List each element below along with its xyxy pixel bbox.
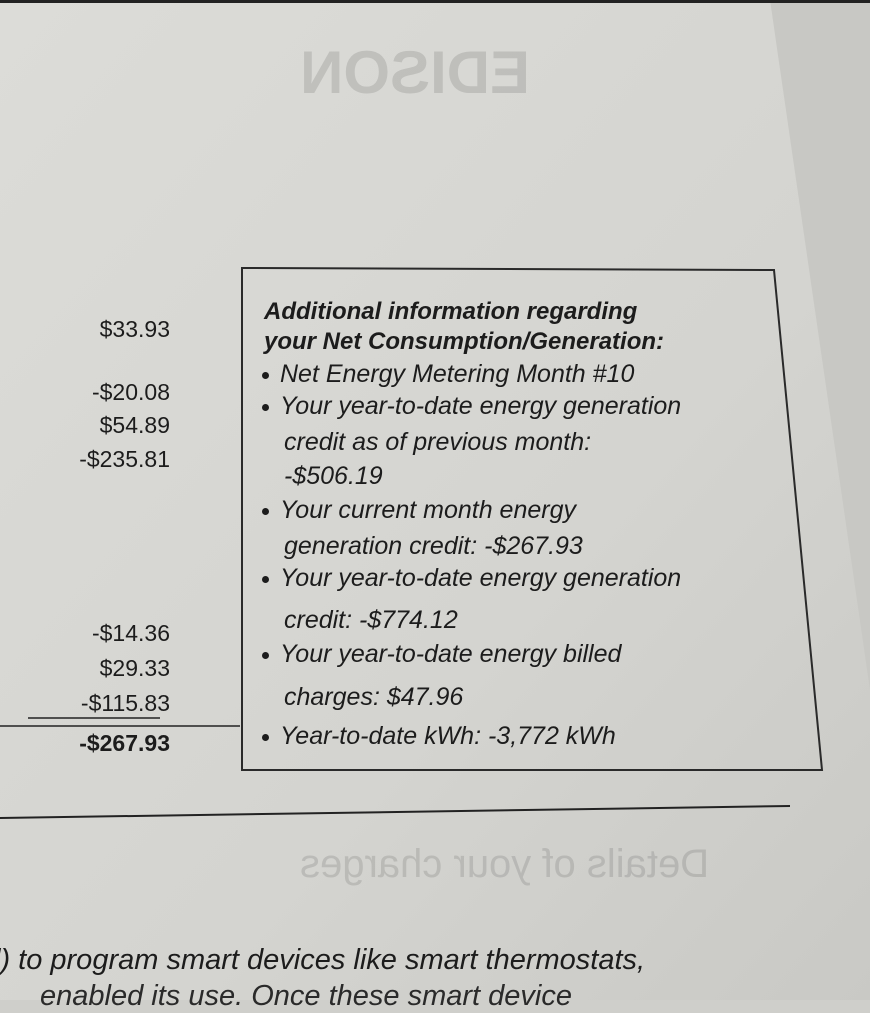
amount-5: -$14.36 (91, 620, 170, 646)
info-line: -$506.19 (284, 462, 383, 491)
info-line-text: Your current month energy (280, 496, 576, 524)
info-box-border (241, 266, 824, 771)
info-line: Your year-to-date energy generation (262, 392, 681, 421)
info-line: Net Energy Metering Month #10 (262, 360, 634, 389)
info-line: credit as of previous month: (284, 428, 591, 457)
info-line: Year-to-date kWh: -3,772 kWh (262, 722, 616, 751)
amount-total: -$267.93 (79, 730, 170, 756)
bleed-through-heading: Details of your charges (300, 842, 710, 886)
info-line-text: -$506.19 (284, 462, 383, 490)
bleed-through-logo: EDISON (300, 39, 531, 106)
info-line: Your year-to-date energy billed (262, 640, 621, 669)
info-line: credit: -$774.12 (284, 606, 458, 635)
info-box-title-2: your Net Consumption/Generation: (264, 328, 665, 355)
amount-6: $29.33 (99, 655, 170, 681)
info-line: Your year-to-date energy generation (262, 564, 681, 593)
info-line: Your current month energy (262, 496, 576, 525)
body-text-line-1: l) to program smart devices like smart t… (0, 944, 646, 976)
info-line-text: charges: $47.96 (284, 683, 464, 711)
amount-7: -$115.83 (80, 690, 170, 716)
info-box-title-1: Additional information regarding (264, 298, 638, 325)
bullet-icon (262, 575, 269, 583)
amount-2: -$20.08 (91, 379, 170, 405)
info-line-text: Your year-to-date energy billed (280, 640, 622, 668)
info-line: generation credit: -$267.93 (284, 532, 583, 561)
bullet-icon (262, 733, 269, 741)
info-line-text: Net Energy Metering Month #10 (280, 360, 635, 388)
bullet-icon (262, 507, 269, 515)
bullet-icon (262, 371, 269, 379)
section-divider (0, 805, 791, 819)
info-line-text: credit: -$774.12 (284, 606, 458, 634)
body-text-line-2: enabled its use. Once these smart device (40, 980, 572, 1012)
amount-4: -$235.81 (79, 446, 170, 472)
info-line-text: credit as of previous month: (284, 428, 592, 456)
info-line: charges: $47.96 (284, 683, 463, 712)
bullet-icon (262, 651, 269, 659)
info-line-text: Your year-to-date energy generation (280, 564, 682, 592)
amount-1: $33.93 (99, 316, 170, 342)
info-line-text: Year-to-date kWh: -3,772 kWh (280, 722, 616, 750)
info-line-text: generation credit: -$267.93 (284, 532, 583, 560)
info-line-text: Your year-to-date energy generation (280, 392, 682, 420)
amount-3: $54.89 (99, 412, 170, 438)
bullet-icon (262, 403, 269, 411)
